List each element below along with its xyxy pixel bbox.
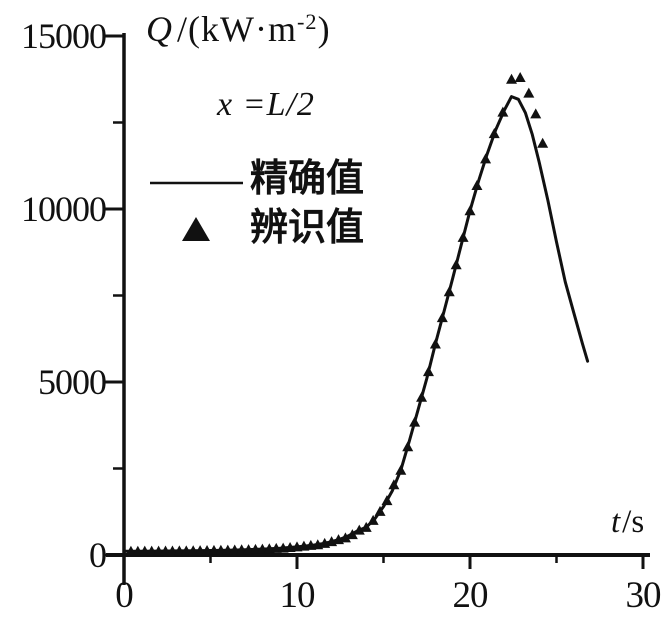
y-tick-label-5000: 5000 bbox=[38, 362, 107, 402]
triangle-marker bbox=[125, 545, 137, 556]
triangle-marker bbox=[464, 205, 476, 216]
identified-value-points bbox=[125, 72, 549, 556]
triangle-marker bbox=[153, 545, 165, 556]
triangle-marker bbox=[530, 108, 542, 119]
x-tick-label-20: 20 bbox=[452, 575, 489, 616]
x-axis-title-unit: /s bbox=[622, 504, 645, 540]
triangle-marker bbox=[436, 312, 448, 323]
y-axis-title-symbol: Q bbox=[146, 9, 173, 49]
y-tick-label-10000: 10000 bbox=[21, 189, 107, 229]
triangle-marker bbox=[367, 514, 379, 525]
triangle-marker bbox=[480, 153, 492, 164]
triangle-marker bbox=[201, 545, 213, 556]
triangle-marker bbox=[402, 441, 414, 452]
y-tick-label-15000: 15000 bbox=[21, 16, 107, 56]
x-tick-label-30: 30 bbox=[625, 575, 662, 616]
triangle-marker bbox=[353, 524, 365, 535]
triangle-marker bbox=[443, 286, 455, 297]
y-axis-title: Q/(kW·m-2) bbox=[146, 8, 331, 50]
y-axis-title-exponent: -2 bbox=[296, 8, 318, 34]
triangle-marker bbox=[146, 545, 158, 556]
triangle-marker bbox=[388, 479, 400, 490]
y-axis-title-unit: /(kW·m bbox=[177, 9, 297, 49]
triangle-marker bbox=[488, 128, 500, 139]
triangle-marker bbox=[139, 545, 151, 556]
triangle-marker bbox=[497, 106, 509, 117]
triangle-marker bbox=[395, 464, 407, 475]
triangle-marker bbox=[381, 495, 393, 506]
legend-label-identified: 辨识值 bbox=[250, 207, 365, 249]
legend-markers bbox=[150, 181, 243, 241]
triangle-marker bbox=[416, 391, 428, 402]
legend-triangle-swatch bbox=[182, 217, 210, 241]
triangle-marker bbox=[339, 532, 351, 543]
triangle-marker bbox=[514, 72, 526, 83]
x-tick-label-10: 10 bbox=[279, 575, 316, 616]
triangle-marker bbox=[457, 231, 469, 242]
triangle-marker bbox=[450, 259, 462, 270]
triangle-marker bbox=[471, 179, 483, 190]
triangle-marker bbox=[409, 416, 421, 427]
triangle-marker bbox=[166, 545, 178, 556]
x-tick-label-0: 0 bbox=[115, 575, 134, 616]
x-axis-title: t/s bbox=[611, 504, 644, 541]
triangle-marker bbox=[422, 366, 434, 377]
triangle-marker bbox=[523, 87, 535, 98]
legend-label-exact: 精确值 bbox=[250, 158, 365, 200]
x-axis-title-symbol: t bbox=[611, 504, 621, 540]
triangle-marker bbox=[374, 505, 386, 516]
y-axis-title-close: ) bbox=[317, 9, 331, 49]
triangle-marker bbox=[506, 73, 518, 84]
position-annotation: x =L/2 bbox=[217, 86, 315, 123]
triangle-marker bbox=[160, 545, 172, 556]
triangle-marker bbox=[346, 529, 358, 540]
y-tick-label-0: 0 bbox=[89, 535, 107, 575]
triangle-marker bbox=[132, 545, 144, 556]
triangle-marker bbox=[360, 521, 372, 532]
triangle-marker bbox=[537, 137, 549, 148]
triangle-marker bbox=[429, 338, 441, 349]
